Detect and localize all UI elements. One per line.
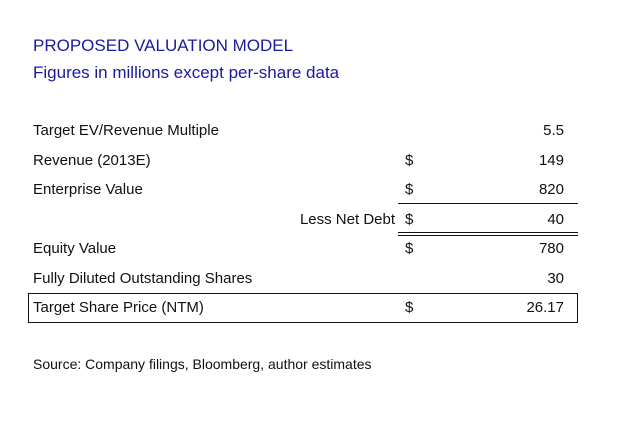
row-label: Target EV/Revenue Multiple <box>33 122 219 139</box>
table-row-ev-revenue-multiple: Target EV/Revenue Multiple 5.5 <box>28 116 578 146</box>
row-currency: $ <box>405 210 414 228</box>
subtotal-rule <box>398 203 578 204</box>
valuation-table: Target EV/Revenue Multiple 5.5 Revenue (… <box>28 116 578 323</box>
row-value: 149 <box>538 151 564 169</box>
row-label: Equity Value <box>33 240 117 257</box>
row-label: Fully Diluted Outstanding Shares <box>33 269 253 287</box>
table-row-equity-value: Equity Value $ 780 <box>28 234 578 264</box>
table-row-revenue: Revenue (2013E) $ 149 <box>28 146 578 176</box>
row-label: Target Share Price (NTM) <box>33 299 204 316</box>
row-currency: $ <box>405 299 414 316</box>
row-value: 26.17 <box>526 299 564 316</box>
row-currency: $ <box>405 181 414 198</box>
row-label: Less Net Debt <box>299 210 395 228</box>
total-double-rule <box>398 231 578 236</box>
highlight-box <box>28 293 578 323</box>
row-currency: $ <box>405 151 414 169</box>
row-value: 820 <box>538 181 564 198</box>
row-currency: $ <box>405 240 414 257</box>
row-value: 40 <box>547 210 564 228</box>
table-row-enterprise-value: Enterprise Value $ 820 <box>28 175 578 205</box>
source-note: Source: Company filings, Bloomberg, auth… <box>33 356 372 372</box>
table-row-target-share-price: Target Share Price (NTM) $ 26.17 <box>28 293 578 323</box>
row-value: 780 <box>538 240 564 257</box>
page-title: PROPOSED VALUATION MODEL <box>33 36 294 55</box>
table-row-less-net-debt: Less Net Debt $ 40 <box>28 205 578 236</box>
page-subtitle: Figures in millions except per-share dat… <box>33 63 340 82</box>
row-label: Enterprise Value <box>33 181 143 198</box>
row-value: 30 <box>547 269 564 287</box>
row-value: 5.5 <box>543 122 564 139</box>
table-row-diluted-shares: Fully Diluted Outstanding Shares 30 <box>28 264 578 294</box>
row-label: Revenue (2013E) <box>33 151 151 169</box>
